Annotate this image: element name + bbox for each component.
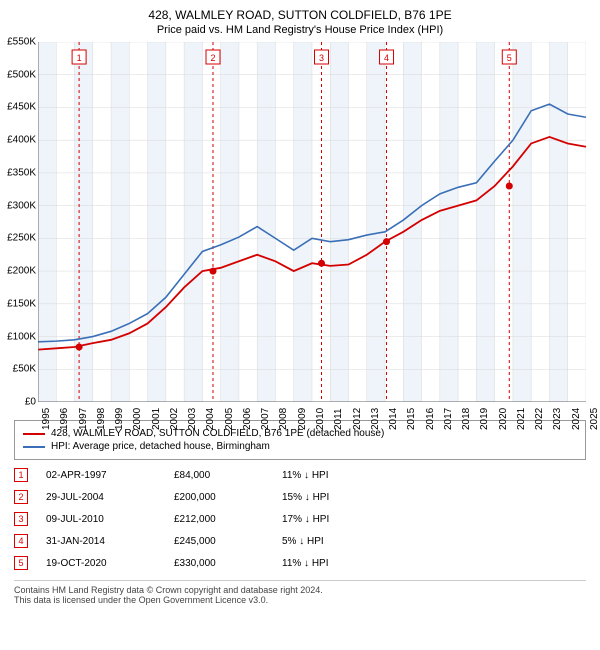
transaction-row: 2 29-JUL-2004 £200,000 15% ↓ HPI [14, 486, 586, 508]
y-axis-label: £250K [2, 233, 36, 244]
x-axis-label: 2004 [205, 408, 216, 430]
marker-box: 1 [14, 468, 28, 482]
x-axis-label: 2007 [260, 408, 271, 430]
svg-text:3: 3 [319, 53, 324, 63]
transaction-price: £245,000 [174, 536, 264, 547]
footer-line2: This data is licensed under the Open Gov… [14, 595, 586, 605]
x-axis-label: 2021 [516, 408, 527, 430]
x-axis-label: 2010 [315, 408, 326, 430]
svg-text:1: 1 [77, 53, 82, 63]
x-axis-label: 2001 [151, 408, 162, 430]
y-axis-label: £500K [2, 69, 36, 80]
transaction-diff: 15% ↓ HPI [282, 492, 382, 503]
x-axis-label: 1998 [96, 408, 107, 430]
marker-box: 2 [14, 490, 28, 504]
legend-swatch [23, 446, 45, 448]
transaction-price: £200,000 [174, 492, 264, 503]
svg-text:5: 5 [507, 53, 512, 63]
x-axis-label: 2020 [498, 408, 509, 430]
svg-text:2: 2 [210, 53, 215, 63]
transaction-row: 5 19-OCT-2020 £330,000 11% ↓ HPI [14, 552, 586, 574]
x-axis-label: 2005 [224, 408, 235, 430]
transaction-date: 29-JUL-2004 [46, 492, 156, 503]
x-axis-label: 2016 [425, 408, 436, 430]
x-axis-label: 2019 [479, 408, 490, 430]
x-axis-label: 2011 [333, 408, 344, 430]
y-axis-label: £300K [2, 200, 36, 211]
x-axis-label: 2025 [589, 408, 600, 430]
y-axis-label: £100K [2, 331, 36, 342]
y-axis-label: £200K [2, 266, 36, 277]
x-axis-label: 1999 [114, 408, 125, 430]
transaction-diff: 11% ↓ HPI [282, 470, 382, 481]
y-axis-label: £400K [2, 135, 36, 146]
transaction-price: £84,000 [174, 470, 264, 481]
y-axis-label: £350K [2, 167, 36, 178]
x-axis-label: 2022 [534, 408, 545, 430]
chart-area: 12345 £0£50K£100K£150K£200K£250K£300K£35… [38, 42, 598, 412]
transaction-diff: 11% ↓ HPI [282, 558, 382, 569]
transaction-date: 31-JAN-2014 [46, 536, 156, 547]
footer: Contains HM Land Registry data © Crown c… [14, 580, 586, 605]
x-axis-label: 2018 [461, 408, 472, 430]
transaction-diff: 5% ↓ HPI [282, 536, 382, 547]
footer-line1: Contains HM Land Registry data © Crown c… [14, 585, 586, 595]
x-axis-label: 2000 [132, 408, 143, 430]
x-axis-label: 2012 [352, 408, 363, 430]
transaction-row: 1 02-APR-1997 £84,000 11% ↓ HPI [14, 464, 586, 486]
x-axis-label: 2008 [278, 408, 289, 430]
svg-text:4: 4 [384, 53, 389, 63]
x-axis-label: 2023 [552, 408, 563, 430]
transaction-row: 3 09-JUL-2010 £212,000 17% ↓ HPI [14, 508, 586, 530]
legend-row: HPI: Average price, detached house, Birm… [23, 440, 577, 453]
chart-container: 428, WALMLEY ROAD, SUTTON COLDFIELD, B76… [0, 0, 600, 650]
x-axis-label: 2024 [571, 408, 582, 430]
legend-label: HPI: Average price, detached house, Birm… [51, 441, 270, 452]
chart-svg: 1 2 3 4 5 [38, 42, 586, 402]
chart-subtitle: Price paid vs. HM Land Registry's House … [0, 22, 600, 42]
transaction-diff: 17% ↓ HPI [282, 514, 382, 525]
transaction-price: £212,000 [174, 514, 264, 525]
x-axis-label: 2015 [406, 408, 417, 430]
y-axis-label: £550K [2, 37, 36, 48]
marker-box: 4 [14, 534, 28, 548]
x-axis-label: 1995 [41, 408, 52, 430]
x-axis-label: 1997 [78, 408, 89, 430]
x-axis-label: 2003 [187, 408, 198, 430]
y-axis-label: £50K [2, 364, 36, 375]
legend-swatch [23, 433, 45, 435]
transaction-row: 4 31-JAN-2014 £245,000 5% ↓ HPI [14, 530, 586, 552]
marker-box: 3 [14, 512, 28, 526]
x-axis-label: 2017 [443, 408, 454, 430]
x-axis-label: 2014 [388, 408, 399, 430]
marker-box: 5 [14, 556, 28, 570]
x-axis-label: 1996 [59, 408, 70, 430]
chart-title: 428, WALMLEY ROAD, SUTTON COLDFIELD, B76… [0, 0, 600, 22]
x-axis-label: 2002 [169, 408, 180, 430]
transaction-date: 19-OCT-2020 [46, 558, 156, 569]
x-axis-label: 2013 [370, 408, 381, 430]
x-axis-label: 2009 [297, 408, 308, 430]
y-axis-label: £0 [2, 397, 36, 408]
y-axis-label: £150K [2, 298, 36, 309]
transactions-table: 1 02-APR-1997 £84,000 11% ↓ HPI 2 29-JUL-2004… [14, 464, 586, 574]
transaction-price: £330,000 [174, 558, 264, 569]
y-axis-label: £450K [2, 102, 36, 113]
transaction-date: 02-APR-1997 [46, 470, 156, 481]
transaction-date: 09-JUL-2010 [46, 514, 156, 525]
x-axis-label: 2006 [242, 408, 253, 430]
